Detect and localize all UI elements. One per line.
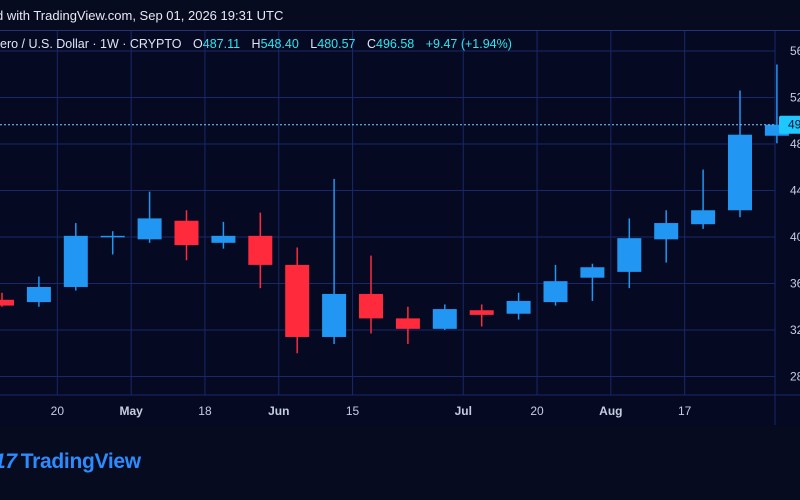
candle-body: [432, 309, 457, 329]
candle-body: [617, 238, 642, 272]
candle: [248, 212, 273, 289]
x-axis-labels: Apr20May18Jun15Jul20Aug17: [51, 404, 692, 418]
candle: [506, 292, 531, 320]
candle-body: [322, 293, 347, 337]
x-tick-label: Jul: [455, 404, 472, 418]
candle: [100, 231, 125, 255]
candle-body: [137, 218, 162, 240]
last-price-tag: 49: [779, 115, 800, 134]
change-value: +9.47 (+1.94%): [425, 37, 512, 51]
y-tick-label: 56: [790, 44, 800, 58]
candle-body: [211, 235, 236, 243]
x-tick-label: 15: [346, 404, 360, 418]
candle: [432, 304, 457, 330]
candle-body: [63, 235, 88, 287]
low-label: L: [310, 37, 318, 51]
candle: [26, 276, 51, 307]
candle: [764, 64, 789, 144]
y-tick-label: 52: [790, 91, 800, 105]
y-tick-label: 40: [790, 230, 800, 244]
x-tick-label: 20: [51, 404, 65, 418]
candle: [63, 223, 88, 291]
tradingview-logo[interactable]: 17TradingView: [0, 450, 141, 474]
candle-body: [691, 210, 716, 225]
symbol-label: ero / U.S. Dollar · 1W · CRYPTO: [0, 37, 182, 51]
candle-body: [26, 286, 51, 303]
candle: [174, 210, 199, 261]
candle: [285, 247, 310, 354]
open-value: 487.11: [202, 37, 241, 51]
candle: [580, 263, 605, 301]
x-tick-label: Jun: [268, 404, 289, 418]
candle: [691, 169, 716, 229]
x-tick-label: Aug: [599, 404, 622, 418]
grid-lines: [0, 31, 800, 425]
high-label: H: [251, 37, 261, 51]
candle-body: [100, 235, 125, 238]
candle: [322, 178, 347, 344]
footer: [0, 426, 800, 500]
candle-body: [285, 264, 310, 337]
y-tick-label: 48: [790, 137, 800, 151]
tradingview-logo-text: TradingView: [20, 450, 141, 473]
y-tick-label: 28: [790, 370, 800, 384]
candle-body: [395, 318, 420, 329]
candle: [469, 304, 494, 327]
low-value: 480.57: [317, 37, 356, 51]
ohlc-legend: ero / U.S. Dollar · 1W · CRYPTO O487.11 …: [0, 37, 512, 51]
candle-body: [764, 124, 789, 136]
candle-body: [654, 223, 679, 240]
candle: [543, 264, 568, 306]
candle-body: [469, 310, 494, 315]
candle: [211, 221, 236, 249]
close-value: 496.58: [376, 37, 415, 51]
candle-body: [359, 293, 383, 319]
x-tick-label: 20: [530, 404, 544, 418]
publish-info: d with TradingView.com, Sep 01, 2026 19:…: [0, 8, 284, 23]
candle: [617, 218, 642, 289]
last-price-label: 49: [788, 118, 800, 132]
candle: [137, 191, 162, 243]
high-value: 548.40: [260, 37, 299, 51]
y-tick-label: 36: [790, 277, 800, 291]
y-axis: 28 32 36 40 44 48 52 56: [790, 44, 800, 384]
candle: [359, 255, 383, 334]
candle-body: [506, 300, 531, 314]
close-label: C: [366, 37, 376, 51]
candle-body: [0, 299, 14, 306]
candle-body: [174, 220, 199, 246]
x-tick-label: 18: [198, 404, 212, 418]
y-tick-label: 44: [790, 184, 800, 198]
candles: [0, 64, 789, 354]
candle-body: [543, 281, 568, 303]
tradingview-logo-icon: 17: [0, 450, 17, 473]
open-label: O: [193, 37, 203, 51]
candle-body: [248, 235, 273, 265]
x-tick-label: May: [119, 404, 143, 418]
candle: [0, 292, 14, 307]
x-tick-label: 17: [678, 404, 692, 418]
candle: [395, 306, 420, 344]
candle-body: [580, 267, 605, 278]
y-tick-label: 32: [790, 323, 800, 337]
candle-body: [728, 134, 752, 211]
candle: [654, 210, 679, 263]
candle: [728, 90, 752, 218]
publish-bar: d with TradingView.com, Sep 01, 2026 19:…: [0, 0, 800, 30]
